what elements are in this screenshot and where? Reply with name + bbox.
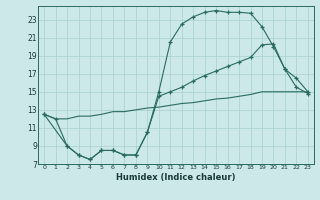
X-axis label: Humidex (Indice chaleur): Humidex (Indice chaleur) [116, 173, 236, 182]
